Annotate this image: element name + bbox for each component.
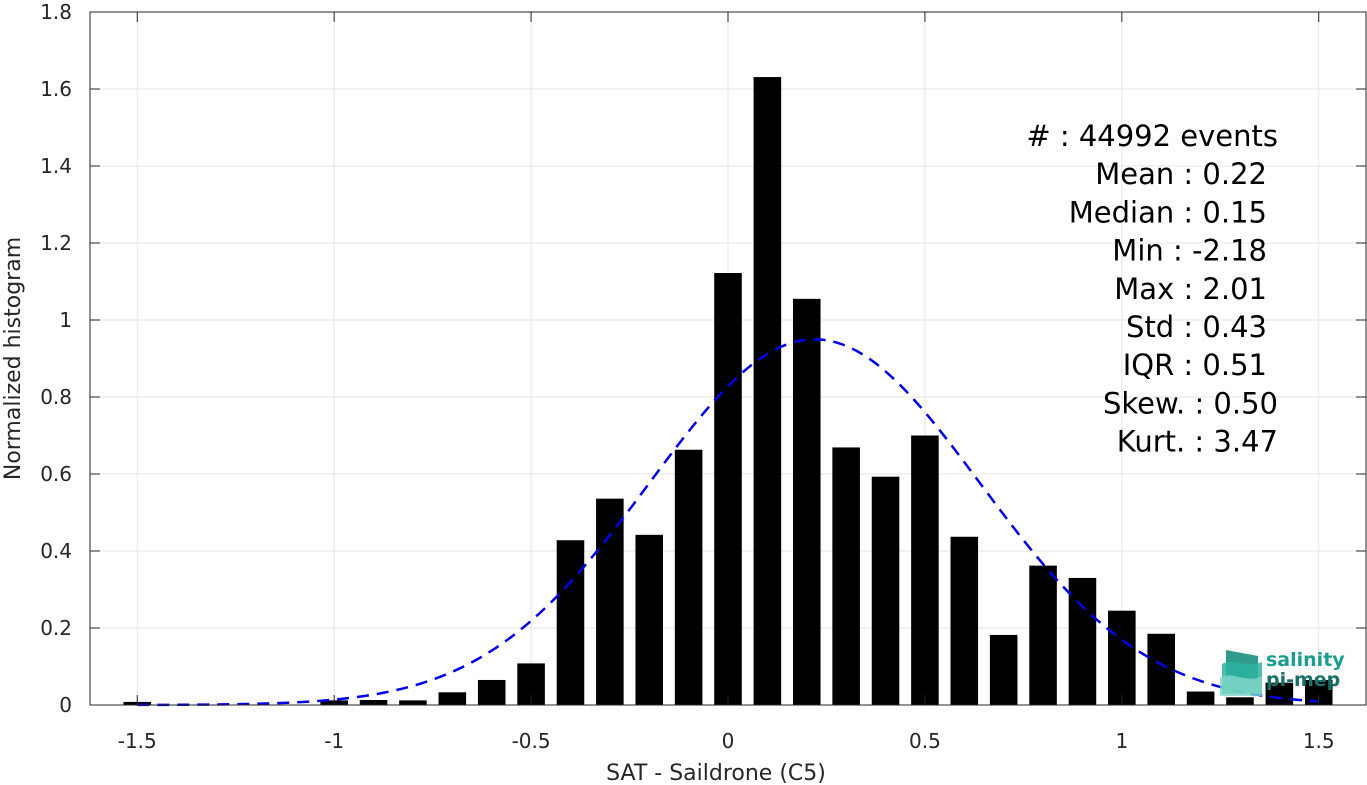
histogram-bar	[753, 77, 782, 705]
histogram-bar	[399, 700, 427, 705]
x-tick-label: 0	[722, 729, 735, 753]
logo-text-line2: pi-mep	[1266, 669, 1340, 691]
histogram-bar	[1029, 565, 1057, 705]
y-tick-label: 0.4	[40, 539, 72, 563]
logo-text-line1: salinity	[1266, 649, 1345, 671]
histogram-bar	[1226, 697, 1254, 705]
histogram-bar	[1265, 682, 1294, 705]
stat-line: # : 44992 events	[1026, 119, 1278, 153]
statistics-annotation: # : 44992 events Mean : 0.22 Median : 0.15…	[1026, 119, 1278, 459]
x-tick-label: -1.5	[118, 729, 157, 753]
stat-line: Skew. : 0.50	[1103, 386, 1278, 420]
y-tick-label: 0.8	[40, 385, 72, 409]
y-tick-labels: 0 0.2 0.4 0.6 0.8 1 1.2 1.4 1.6 1.8	[40, 0, 72, 717]
stat-line: Std : 0.43	[1126, 310, 1267, 344]
histogram-bar	[477, 679, 506, 705]
histogram-bar	[1108, 610, 1136, 705]
axis-ticks	[90, 11, 1366, 706]
stat-line: IQR : 0.51	[1123, 348, 1267, 382]
stat-line: Median : 0.15	[1069, 195, 1267, 229]
histogram-bar	[635, 534, 664, 705]
y-tick-label: 0.6	[40, 462, 72, 486]
stat-line: Kurt. : 3.47	[1117, 425, 1278, 459]
salinity-pi-mep-logo: salinity pi-mep	[1220, 649, 1345, 696]
histogram-bar	[1068, 577, 1097, 705]
stat-line: Min : -2.18	[1112, 234, 1267, 268]
y-tick-label: 0.2	[40, 616, 72, 640]
histogram-bar	[871, 476, 900, 705]
y-tick-label: 1	[59, 308, 72, 332]
y-axis-title: Normalized histogram	[1, 237, 26, 480]
histogram-bar	[359, 699, 388, 705]
x-tick-label: 0.5	[909, 729, 941, 753]
x-tick-label: -1	[324, 729, 344, 753]
y-tick-label: 1.8	[40, 0, 72, 24]
histogram-bar	[596, 498, 624, 705]
x-tick-labels: -1.5 -1 -0.5 0 0.5 1 1.5	[118, 729, 1335, 753]
histogram-bar	[832, 447, 860, 705]
x-tick-label: 1.5	[1303, 729, 1335, 753]
y-tick-label: 1.6	[40, 77, 72, 101]
histogram-bar	[438, 692, 467, 705]
histogram-bar	[714, 273, 742, 705]
histogram-bar	[1186, 691, 1215, 705]
x-tick-label: -0.5	[512, 729, 551, 753]
histogram-bars	[123, 77, 1333, 705]
stat-line: Max : 2.01	[1114, 272, 1267, 306]
x-tick-label: 1	[1115, 729, 1128, 753]
histogram-bar	[1147, 633, 1175, 705]
histogram-bar	[989, 634, 1018, 705]
histogram-bar	[792, 298, 821, 705]
y-tick-label: 1.2	[40, 231, 72, 255]
histogram-bar	[950, 536, 979, 705]
y-tick-label: 0	[59, 693, 72, 717]
wave-logo-icon	[1220, 650, 1262, 696]
histogram-bar	[556, 540, 585, 705]
y-tick-label: 1.4	[40, 154, 72, 178]
histogram-bar	[911, 435, 939, 705]
x-axis-title: SAT - Saildrone (C5)	[606, 761, 826, 785]
stat-line: Mean : 0.22	[1095, 157, 1267, 191]
histogram-bar	[674, 449, 703, 705]
